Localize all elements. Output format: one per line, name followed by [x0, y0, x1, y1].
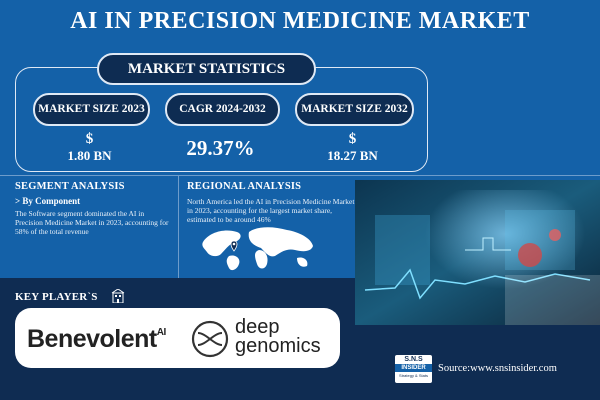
benevolent-logo-text: Benevolent [27, 325, 157, 353]
benevolent-logo: BenevolentAI [27, 325, 166, 354]
key-players-heading: KEY PLAYER`S [15, 291, 98, 303]
regional-analysis-text: North America led the AI in Precision Me… [187, 197, 355, 224]
brand-line1: S.N.S [404, 356, 423, 363]
stat-currency-2032: $ [348, 131, 357, 147]
world-map-icon [202, 227, 313, 271]
deep-genomics-logo-line1: deep [235, 316, 280, 338]
regional-analysis-heading: REGIONAL ANALYSIS [187, 181, 302, 192]
brand-line3: Strategy & Stats [399, 373, 428, 378]
stat-label-market-size-2032: MARKET SIZE 2032 [295, 93, 414, 126]
deep-genomics-logo-icon [191, 320, 229, 358]
stat-currency-2023: $ [85, 131, 94, 147]
stat-label-cagr: CAGR 2024-2032 [165, 93, 280, 126]
brand-line2: INSIDER [395, 364, 432, 372]
stat-value-2023: 1.80 BN [67, 148, 112, 163]
page-title: AI IN PRECISION MEDICINE MARKET [70, 8, 530, 34]
divider-horizontal [0, 175, 600, 176]
location-pin-icon [230, 240, 238, 252]
source-text: Source:www.snsinsider.com [438, 363, 557, 374]
divider-vertical [178, 176, 179, 278]
sns-insider-logo: S.N.S INSIDER Strategy & Stats [395, 355, 432, 383]
stat-value-2032: 18.27 BN [327, 148, 378, 163]
building-icon [111, 289, 125, 303]
deep-genomics-logo: deep genomics [235, 316, 321, 357]
stat-label-market-size-2023: MARKET SIZE 2023 [33, 93, 150, 126]
segment-analysis-heading: SEGMENT ANALYSIS [15, 181, 125, 192]
stat-value-cagr: 29.37% [186, 136, 255, 160]
market-statistics-heading: MARKET STATISTICS [97, 53, 316, 85]
deep-genomics-logo-line2: genomics [235, 335, 321, 357]
key-players-logo-card [15, 308, 340, 368]
segment-analysis-subheading: > By Component [15, 196, 81, 206]
benevolent-logo-ai: AI [156, 327, 167, 338]
medical-technology-image [355, 180, 600, 325]
segment-analysis-text: The Software segment dominated the AI in… [15, 209, 169, 236]
